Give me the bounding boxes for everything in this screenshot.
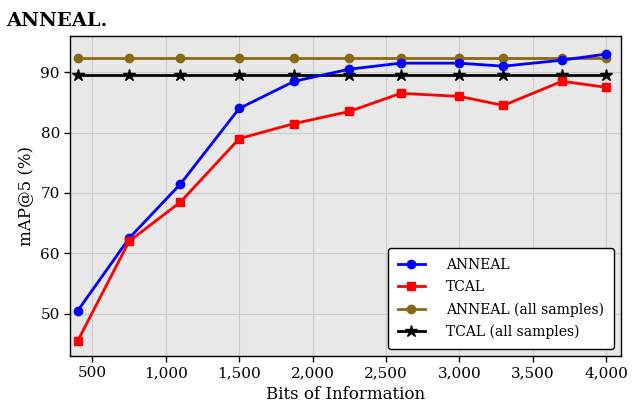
TCAL (all samples) — [500, 73, 508, 78]
ANNEAL (all samples) — [177, 56, 184, 61]
ANNEAL (all samples) — [397, 56, 404, 61]
ANNEAL (all samples) — [74, 56, 81, 61]
TCAL — [74, 338, 81, 343]
Line: ANNEAL (all samples): ANNEAL (all samples) — [74, 54, 611, 62]
TCAL (all samples) — [456, 73, 463, 78]
Line: TCAL (all samples): TCAL (all samples) — [72, 69, 612, 82]
ANNEAL — [456, 61, 463, 66]
ANNEAL — [291, 79, 298, 84]
Text: ANNEAL.: ANNEAL. — [6, 12, 108, 30]
ANNEAL — [177, 182, 184, 186]
TCAL — [125, 239, 133, 244]
TCAL (all samples) — [602, 73, 610, 78]
ANNEAL (all samples) — [346, 56, 353, 61]
ANNEAL — [500, 64, 508, 68]
TCAL — [456, 94, 463, 99]
ANNEAL (all samples) — [236, 56, 243, 61]
TCAL — [500, 103, 508, 108]
TCAL — [397, 91, 404, 96]
TCAL (all samples) — [558, 73, 566, 78]
TCAL — [236, 136, 243, 141]
X-axis label: Bits of Information: Bits of Information — [266, 386, 425, 400]
TCAL (all samples) — [74, 73, 81, 78]
ANNEAL — [236, 106, 243, 111]
TCAL (all samples) — [291, 73, 298, 78]
ANNEAL (all samples) — [125, 56, 133, 61]
ANNEAL — [602, 52, 610, 56]
Y-axis label: mAP@5 (%): mAP@5 (%) — [18, 146, 35, 246]
TCAL — [602, 85, 610, 90]
ANNEAL — [74, 308, 81, 313]
ANNEAL — [125, 236, 133, 241]
TCAL (all samples) — [397, 73, 404, 78]
Line: TCAL: TCAL — [74, 77, 611, 345]
Legend: ANNEAL, TCAL, ANNEAL (all samples), TCAL (all samples): ANNEAL, TCAL, ANNEAL (all samples), TCAL… — [388, 248, 614, 349]
Line: ANNEAL: ANNEAL — [74, 50, 611, 315]
TCAL — [558, 79, 566, 84]
ANNEAL (all samples) — [558, 56, 566, 61]
TCAL (all samples) — [236, 73, 243, 78]
TCAL — [346, 109, 353, 114]
TCAL (all samples) — [177, 73, 184, 78]
ANNEAL (all samples) — [602, 56, 610, 61]
TCAL (all samples) — [346, 73, 353, 78]
TCAL — [291, 121, 298, 126]
TCAL — [177, 200, 184, 204]
ANNEAL — [346, 67, 353, 72]
ANNEAL — [397, 61, 404, 66]
ANNEAL (all samples) — [291, 56, 298, 61]
ANNEAL (all samples) — [500, 56, 508, 61]
TCAL (all samples) — [125, 73, 133, 78]
ANNEAL — [558, 58, 566, 62]
ANNEAL (all samples) — [456, 56, 463, 61]
